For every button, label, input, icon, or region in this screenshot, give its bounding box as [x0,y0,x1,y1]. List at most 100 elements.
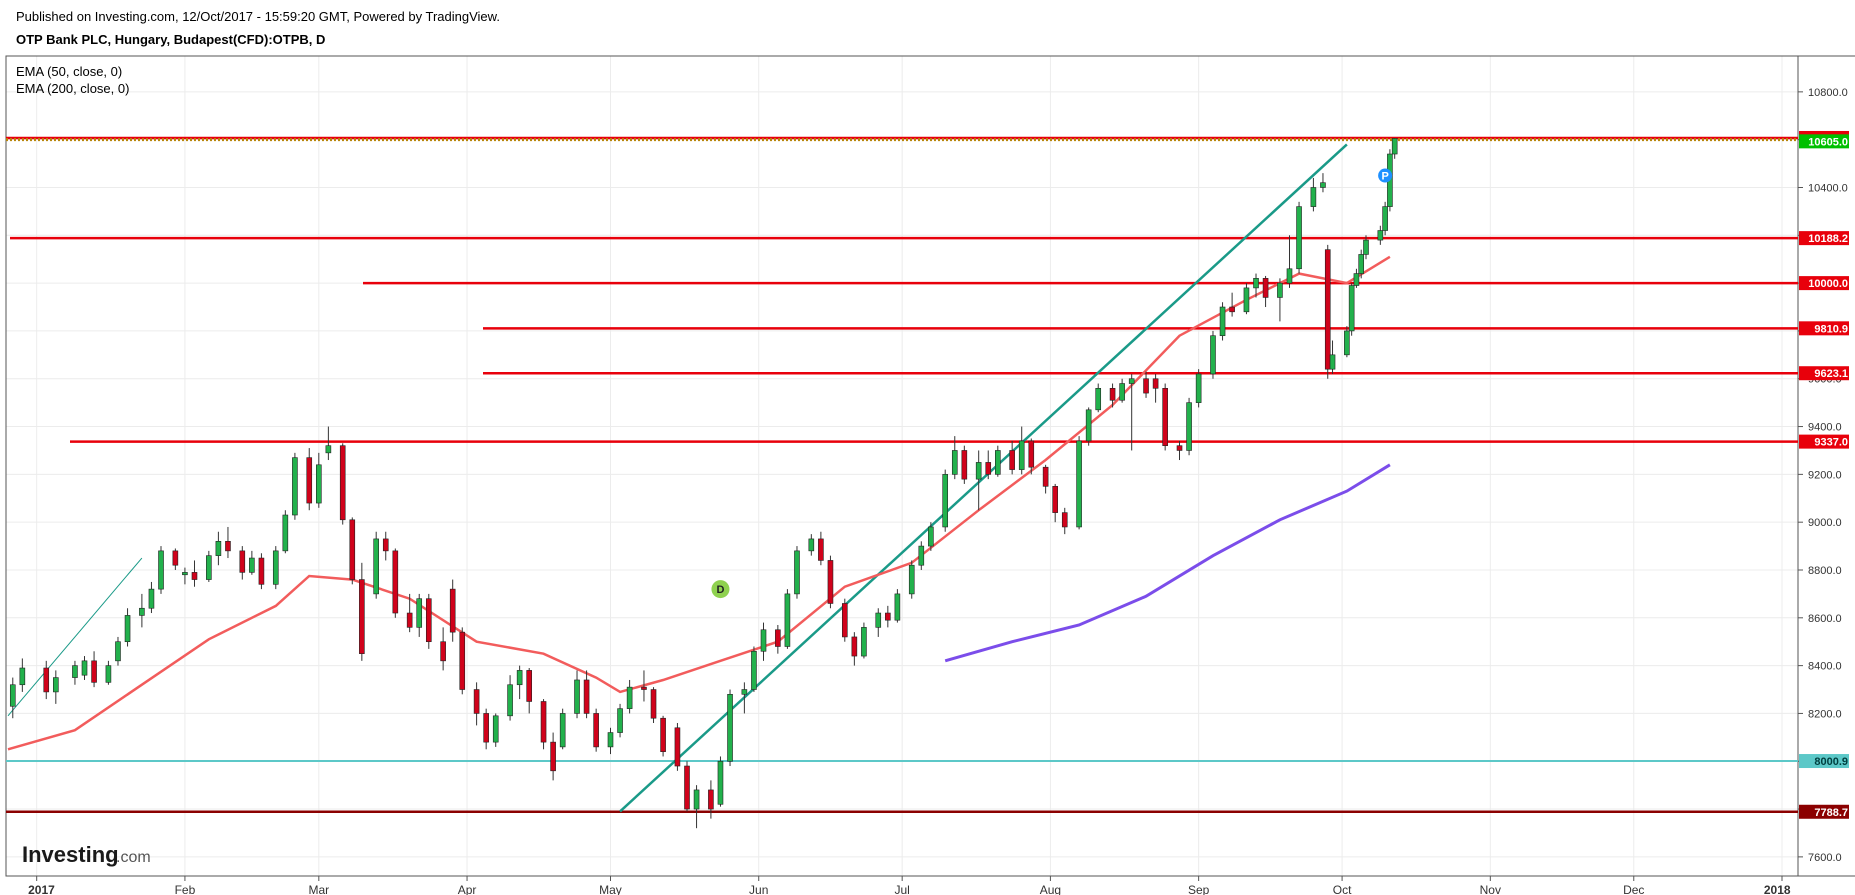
candle [617,703,623,738]
candle [1195,369,1202,408]
logo-suffix: .com [116,849,151,866]
candle-body [1358,254,1365,274]
candle-body [1344,330,1350,356]
price-axis: 7600.07800.08000.08200.08400.08600.08800… [1798,87,1848,864]
candle [1277,278,1283,322]
ema200-legend: EMA (200, close, 0) [16,81,129,96]
investing-logo: Investing .com [22,842,151,867]
candle-body [607,732,614,748]
level-label-bg [1799,434,1849,449]
x-tick-label: Oct [1333,883,1352,895]
candle-body [908,564,915,595]
candle-body [1162,388,1168,446]
candle [559,708,566,750]
candle [1152,373,1159,403]
level-label-bg [1799,276,1849,291]
candle-body [684,765,690,810]
candle-body [483,713,489,743]
level-label: 10605.0 [1799,134,1849,149]
candle [1028,438,1035,475]
candle [316,452,322,508]
candle-body [1152,378,1159,389]
candle-body [942,474,949,528]
candle-body [416,598,423,628]
x-tick-label: Mar [308,883,329,895]
candle-body [1253,278,1259,289]
candle [473,682,480,726]
candle [717,756,724,807]
candle-body [1109,388,1116,401]
candle-body [985,462,992,475]
level-label: 7788.7 [1799,804,1849,819]
candle-body [9,684,16,707]
y-tick-label: 10800.0 [1808,87,1848,99]
candle [105,660,112,685]
candle-body [1061,512,1068,528]
candle-body [1186,402,1192,451]
candle-body [19,667,26,686]
candle [148,581,155,614]
candle [43,660,50,700]
trendlines [7,143,1348,813]
candle [282,510,289,554]
ema50-legend: EMA (50, close, 0) [16,64,122,79]
candle-body [1128,378,1135,384]
candle-body [225,541,231,552]
y-tick-label: 9400.0 [1808,422,1842,434]
candle [72,660,78,685]
candle-body [760,629,767,652]
y-tick-label: 8200.0 [1808,708,1842,720]
candle [516,665,523,700]
candle [674,722,681,771]
level-label: 9337.0 [1799,434,1849,449]
candle-body [574,679,580,714]
candle [1296,201,1302,274]
marker-label: P [1381,171,1388,183]
marker-circle [1378,168,1393,183]
candle-body [1329,354,1336,370]
candle-body [1229,306,1235,313]
candle [191,560,198,587]
candle-body [1219,306,1226,337]
candle-body [1028,440,1035,468]
event-markers: DP [711,168,1393,599]
candle [1186,397,1192,456]
candle-body [158,550,164,590]
candle [875,608,882,637]
candle [306,448,313,511]
ema200-line [944,463,1391,663]
y-tick-label: 9000.0 [1808,517,1842,529]
candles-group [9,138,1398,829]
candle-body [473,689,480,714]
level-labels: 10607.110605.010188.210000.09810.99623.1… [1799,130,1849,819]
published-info: Published on Investing.com, 12/Oct/2017 … [16,9,500,24]
candle-body [727,694,733,762]
level-label: 9810.9 [1799,321,1849,336]
candle [918,541,925,570]
candle-body [306,457,313,504]
candle [751,646,757,692]
candle [1353,268,1360,288]
candle-body [516,670,523,686]
candle-body [641,686,647,690]
candle-body [1119,383,1125,401]
trendline [7,557,143,717]
candle-body [550,741,556,772]
candle [1128,373,1135,451]
ema-lines [7,255,1391,751]
candle-body [894,593,901,621]
candle-body [1018,440,1025,470]
candle [1382,201,1388,236]
candle-body [1363,239,1369,255]
candle [583,670,590,719]
candle [928,522,934,551]
candle [808,534,815,556]
candle-body [191,572,198,580]
candle [1320,173,1326,193]
candle-body [784,593,791,647]
grid-lines [6,56,1798,876]
candle [1253,273,1259,298]
candle [540,699,547,750]
candle-body [172,550,179,566]
